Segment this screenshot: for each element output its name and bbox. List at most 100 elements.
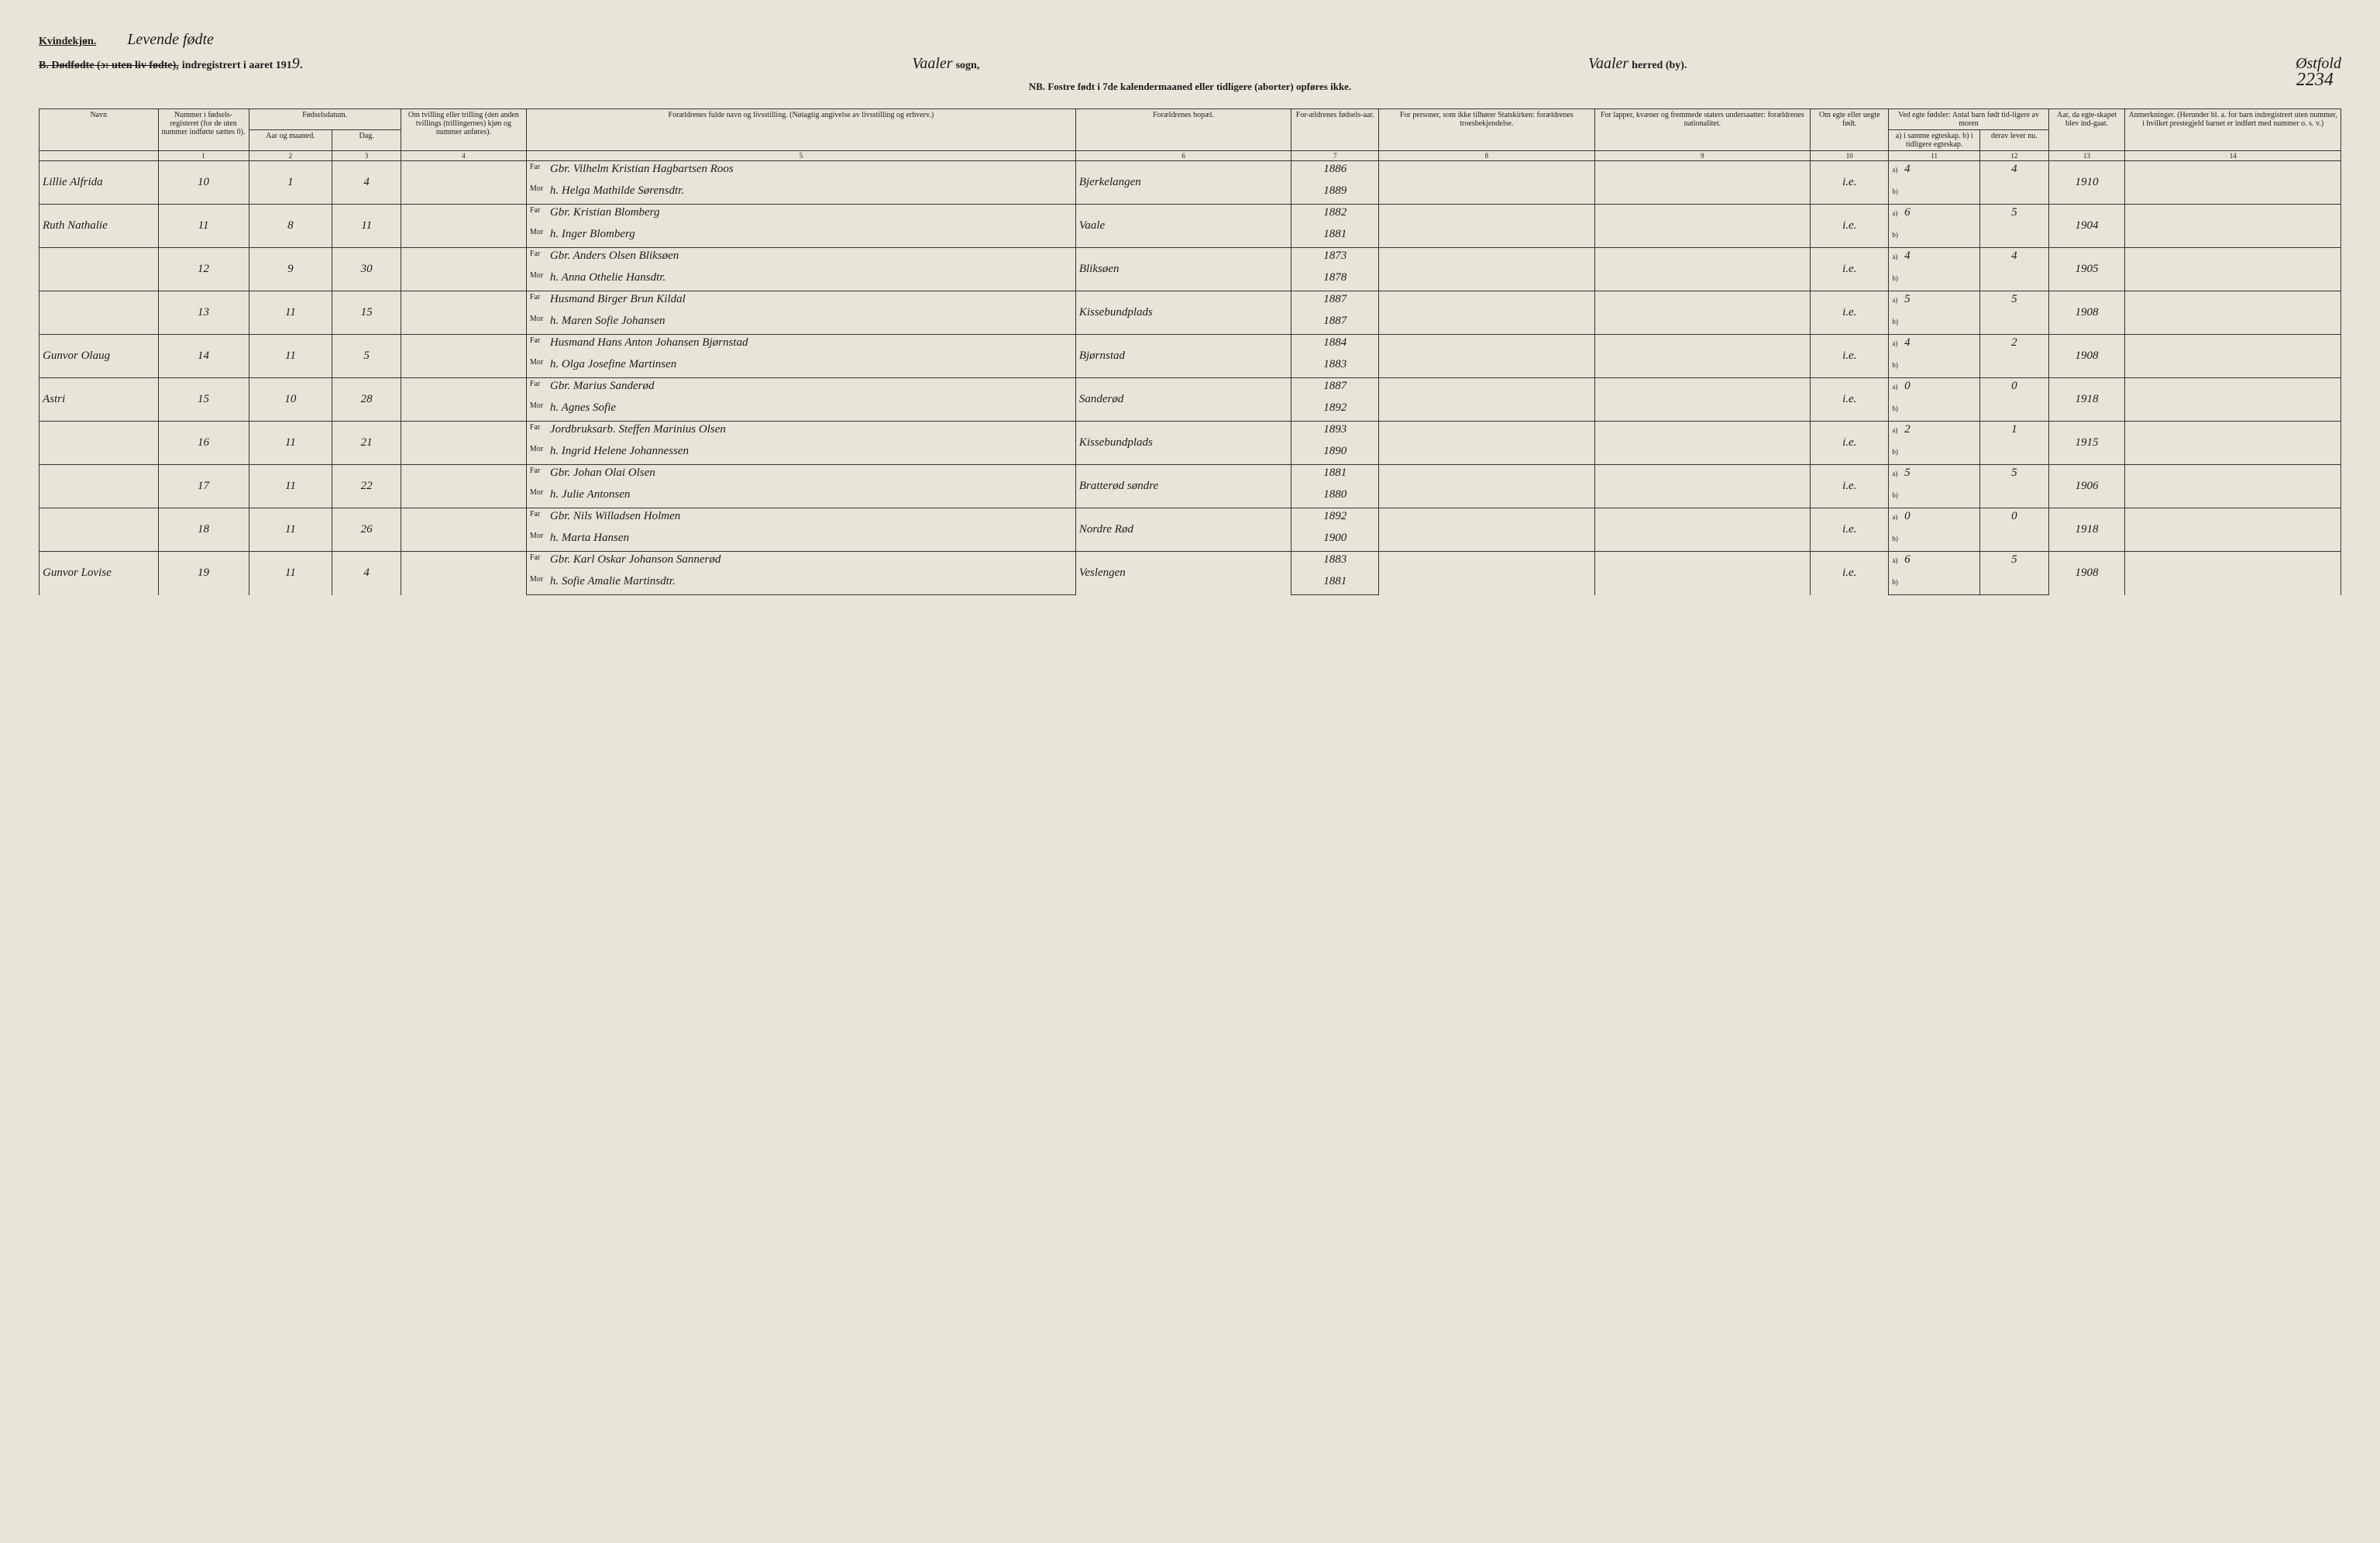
cell-egte: i.e. xyxy=(1811,291,1889,335)
cell-num: 12 xyxy=(158,248,249,291)
cell-aar: 11 xyxy=(249,422,332,465)
cell-num: 18 xyxy=(158,508,249,552)
cell-far: FarGbr. Johan Olai Olsen xyxy=(526,465,1075,487)
cell-lever-b xyxy=(1980,183,2049,205)
sogn-group: Vaaler sogn, xyxy=(912,55,979,73)
cell-aar: 11 xyxy=(249,335,332,378)
cell-navn xyxy=(40,248,159,291)
cell-mor: Morh. Olga Josefine Martinsen xyxy=(526,356,1075,378)
registered-label: indregistrert i aaret 191 xyxy=(182,60,292,71)
cell-statskirken xyxy=(1379,508,1595,552)
cell-mor: Morh. Inger Blomberg xyxy=(526,226,1075,248)
cell-dag: 30 xyxy=(332,248,401,291)
cell-lapper xyxy=(1594,291,1811,335)
herred-value: Vaaler xyxy=(1588,55,1629,72)
cell-far-aar: 1882 xyxy=(1291,205,1379,226)
table-header: Navn Nummer i fødsels-registeret (for de… xyxy=(40,109,2341,161)
cell-aar: 10 xyxy=(249,378,332,422)
cell-mor: Morh. Maren Sofie Johansen xyxy=(526,313,1075,335)
cell-mor: Morh. Agnes Sofie xyxy=(526,400,1075,422)
cell-navn: Lillie Alfrida xyxy=(40,161,159,205)
cell-navn: Astri xyxy=(40,378,159,422)
cell-mor-aar: 1887 xyxy=(1291,313,1379,335)
gender-label: Kvindekjøn. xyxy=(39,36,96,48)
cell-dag: 4 xyxy=(332,161,401,205)
cell-mor: Morh. Marta Hansen xyxy=(526,530,1075,552)
cell-b: b) xyxy=(1889,313,1980,335)
col-dag: Dag. xyxy=(332,130,401,151)
cell-far-aar: 1893 xyxy=(1291,422,1379,443)
cell-anmerk xyxy=(2125,335,2341,378)
col-anmerk: Anmerkninger. (Herunder bl. a. for barn … xyxy=(2125,109,2341,151)
cell-a: a) 5 xyxy=(1889,291,1980,313)
col-aar-egte: Aar, da egte-skapet blev ind-gaat. xyxy=(2048,109,2125,151)
cell-lapper xyxy=(1594,378,1811,422)
cell-mor-aar: 1900 xyxy=(1291,530,1379,552)
cell-lapper xyxy=(1594,465,1811,508)
cell-a: a) 2 xyxy=(1889,422,1980,443)
cell-egteaar: 1906 xyxy=(2048,465,2125,508)
cell-far-aar: 1887 xyxy=(1291,291,1379,313)
cell-aar: 11 xyxy=(249,552,332,595)
col-aar: Aar og maaned. xyxy=(249,130,332,151)
cell-dag: 22 xyxy=(332,465,401,508)
cell-b: b) xyxy=(1889,443,1980,465)
cell-dag: 21 xyxy=(332,422,401,465)
cell-bopael: Nordre Rød xyxy=(1075,508,1291,552)
nb-note: NB. Fostre født i 7de kalendermaaned ell… xyxy=(39,81,2341,93)
col-bopael: Forældrenes bopæl. xyxy=(1075,109,1291,151)
cell-b: b) xyxy=(1889,270,1980,291)
cell-far: FarHusmand Birger Brun Kildal xyxy=(526,291,1075,313)
col-egte: Om egte eller uegte født. xyxy=(1811,109,1889,151)
cell-anmerk xyxy=(2125,248,2341,291)
cell-num: 16 xyxy=(158,422,249,465)
cell-bopael: Bratterød søndre xyxy=(1075,465,1291,508)
cell-aar: 1 xyxy=(249,161,332,205)
column-number-row: 1 2 3 4 5 6 7 8 9 10 11 12 13 14 xyxy=(40,151,2341,161)
cell-navn: Gunvor Olaug xyxy=(40,335,159,378)
cell-a: a) 4 xyxy=(1889,248,1980,270)
cell-navn xyxy=(40,422,159,465)
cell-egte: i.e. xyxy=(1811,465,1889,508)
cell-a: a) 4 xyxy=(1889,335,1980,356)
cell-statskirken xyxy=(1379,335,1595,378)
col-fodselsaar: For-ældrenes fødsels-aar. xyxy=(1291,109,1379,151)
table-row: Gunvor Olaug 14 11 5 FarHusmand Hans Ant… xyxy=(40,335,2341,356)
cell-a: a) 4 xyxy=(1889,161,1980,183)
cell-dag: 5 xyxy=(332,335,401,378)
cell-lever-b xyxy=(1980,573,2049,595)
col-statskirken: For personer, som ikke tilhører Statskir… xyxy=(1379,109,1595,151)
cell-far: FarGbr. Anders Olsen Bliksøen xyxy=(526,248,1075,270)
cell-lever: 0 xyxy=(1980,508,2049,530)
cell-far-aar: 1883 xyxy=(1291,552,1379,573)
cell-num: 15 xyxy=(158,378,249,422)
cell-tvilling xyxy=(401,465,526,508)
cell-lever-b xyxy=(1980,356,2049,378)
cell-mor-aar: 1881 xyxy=(1291,573,1379,595)
cell-anmerk xyxy=(2125,422,2341,465)
cell-mor-aar: 1883 xyxy=(1291,356,1379,378)
table-row: 12 9 30 FarGbr. Anders Olsen Bliksøen Bl… xyxy=(40,248,2341,270)
cell-lever-b xyxy=(1980,270,2049,291)
col-tvilling: Om tvilling eller trilling (den anden tv… xyxy=(401,109,526,151)
cell-b: b) xyxy=(1889,530,1980,552)
cell-aar: 9 xyxy=(249,248,332,291)
cell-dag: 26 xyxy=(332,508,401,552)
cell-lever-b xyxy=(1980,443,2049,465)
year-suffix: 9. xyxy=(292,55,304,72)
cell-lapper xyxy=(1594,552,1811,595)
cell-egte: i.e. xyxy=(1811,205,1889,248)
cell-statskirken xyxy=(1379,422,1595,465)
cell-far: FarJordbruksarb. Steffen Marinius Olsen xyxy=(526,422,1075,443)
cell-lever: 2 xyxy=(1980,335,2049,356)
cell-far-aar: 1873 xyxy=(1291,248,1379,270)
col-navn: Navn xyxy=(40,109,159,151)
register-page: Kvindekjøn. Levende fødte B. Dødfødte (ɔ… xyxy=(39,31,2341,595)
cell-statskirken xyxy=(1379,291,1595,335)
cell-egte: i.e. xyxy=(1811,508,1889,552)
table-row: Gunvor Lovise 19 11 4 FarGbr. Karl Oskar… xyxy=(40,552,2341,573)
table-row: Ruth Nathalie 11 8 11 FarGbr. Kristian B… xyxy=(40,205,2341,226)
cell-num: 10 xyxy=(158,161,249,205)
cell-lever: 5 xyxy=(1980,291,2049,313)
cell-dag: 28 xyxy=(332,378,401,422)
